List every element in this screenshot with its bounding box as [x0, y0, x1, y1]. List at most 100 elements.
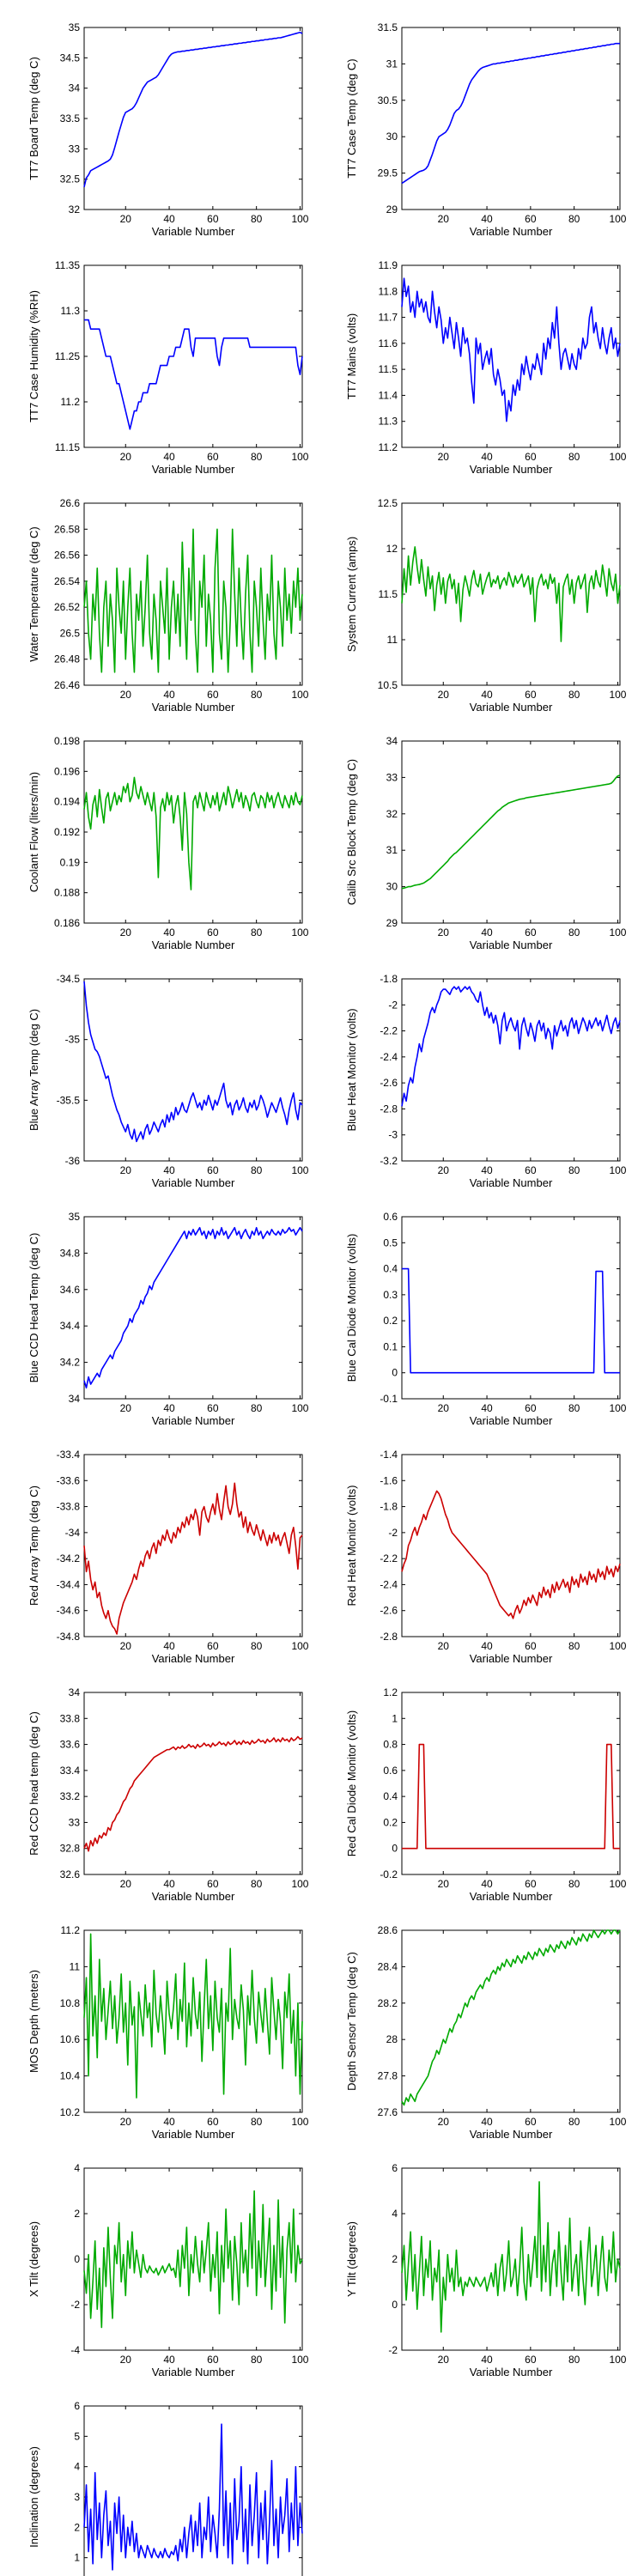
y-tick-label: 6 [392, 2162, 398, 2174]
x-tick-label: 80 [251, 1402, 263, 1414]
x-tick-label: 40 [481, 451, 493, 463]
y-tick-label: 34.6 [60, 1284, 81, 1296]
x-tick-label: 80 [251, 1640, 263, 1652]
x-axis-label: Variable Number [152, 2366, 235, 2379]
y-tick-label: -2.4 [380, 1051, 398, 1063]
y-tick-label: 10.8 [60, 1997, 81, 2009]
y-tick-label: 29.5 [378, 167, 398, 179]
y-axis-label: Y Tilt (degrees) [345, 2221, 358, 2297]
y-tick-label: -34.4 [57, 1578, 81, 1590]
x-tick-label: 20 [120, 213, 132, 225]
y-tick-label: 30 [386, 131, 398, 143]
y-tick-label: -33.4 [57, 1449, 81, 1461]
y-tick-label: -34.6 [57, 1605, 81, 1617]
x-axis-label: Variable Number [470, 225, 553, 238]
y-axis-label: Red Heat Monitor (volts) [345, 1485, 358, 1607]
y-axis-label: Red Cal Diode Monitor (volts) [345, 1710, 358, 1857]
y-tick-label: 12.5 [378, 497, 398, 509]
x-axis-label: Variable Number [470, 1652, 553, 1665]
y-tick-label: -4 [70, 2344, 80, 2356]
series-line [401, 1490, 621, 1619]
chart-panel: 20 40 60 80 100 11.2 11.3 11.4 11.5 11.6 11.7 11.8 1… [345, 259, 627, 476]
x-tick-label: 20 [438, 451, 450, 463]
x-tick-label: 100 [609, 1164, 626, 1176]
x-tick-label: 60 [207, 927, 219, 939]
x-tick-label: 100 [291, 689, 308, 701]
y-tick-label: 12 [386, 543, 398, 555]
x-axis-label: Variable Number [470, 1176, 553, 1189]
y-tick-label: 4 [74, 2461, 80, 2473]
x-tick-label: 80 [568, 451, 580, 463]
x-tick-label: 20 [438, 927, 450, 939]
x-tick-label: 20 [120, 927, 132, 939]
y-tick-label: -1.8 [380, 1501, 398, 1513]
y-axis-label: Blue Heat Monitor (volts) [345, 1008, 358, 1131]
x-tick-label: 40 [163, 2354, 175, 2366]
x-tick-label: 100 [291, 1164, 308, 1176]
x-tick-label: 40 [163, 1402, 175, 1414]
x-tick-label: 100 [291, 1878, 308, 1890]
y-tick-label: 33.2 [60, 1790, 81, 1802]
y-tick-label: 26.6 [60, 497, 81, 509]
y-tick-label: 11.8 [379, 285, 398, 297]
x-tick-label: 60 [207, 1878, 219, 1890]
y-tick-label: -36 [65, 1155, 81, 1167]
chart-panel: 20 40 60 80 100 0.186 0.188 0.19 0.192 0.194 0.196… [27, 735, 309, 951]
y-tick-label: 33.4 [60, 1765, 81, 1777]
y-axis-label: Depth Sensor Temp (deg C) [345, 1952, 358, 2091]
series-line [83, 776, 303, 890]
x-tick-label: 60 [525, 213, 537, 225]
y-tick-label: 10.2 [60, 2106, 81, 2118]
y-tick-label: 33.5 [60, 112, 81, 125]
y-tick-label: 11.7 [379, 312, 398, 324]
y-axis-label: Blue Array Temp (deg C) [27, 1009, 40, 1131]
series-line [402, 1267, 620, 1374]
y-axis-label: Water Temperature (deg C) [27, 526, 40, 662]
x-tick-label: 20 [120, 1878, 132, 1890]
y-tick-label: 11.35 [55, 259, 80, 271]
y-tick-label: 34.2 [60, 1357, 81, 1369]
plot-area [401, 1216, 621, 1400]
y-tick-label: -3 [388, 1129, 398, 1141]
y-tick-label: -2.2 [380, 1025, 398, 1037]
x-tick-label: 40 [481, 1640, 493, 1652]
x-axis-label: Variable Number [470, 463, 553, 476]
x-tick-label: 100 [609, 1402, 626, 1414]
chart-panel: 20 40 60 80 100 32.6 32.8 33 33.2 33.4 33.6 33.8 34 V… [27, 1686, 309, 1903]
x-tick-label: 80 [568, 927, 580, 939]
y-tick-label: 27.8 [378, 2070, 398, 2082]
y-tick-label: 0.198 [54, 735, 80, 747]
y-axis-label: MOS Depth (meters) [27, 1970, 40, 2073]
y-tick-label: 31 [386, 844, 398, 856]
y-tick-label: 0.6 [383, 1211, 398, 1223]
y-tick-label: 28.2 [378, 1997, 398, 2009]
y-tick-label: 28.4 [378, 1960, 398, 1972]
y-tick-label: 33 [386, 771, 398, 783]
x-tick-label: 100 [609, 1878, 626, 1890]
y-tick-label: 10.5 [378, 679, 398, 691]
x-tick-label: 100 [609, 1640, 626, 1652]
y-tick-label: 0 [74, 2253, 80, 2265]
y-tick-label: 32.8 [60, 1843, 81, 1855]
series-line [401, 277, 621, 422]
y-tick-label: 6 [74, 2400, 80, 2412]
y-tick-label: 0.19 [60, 856, 81, 868]
y-tick-label: -2.6 [380, 1605, 398, 1617]
chart-panel: 20 40 60 80 100 -2.8 -2.6 -2.4 -2.2 -2 -1.8 -1.6 -1.… [345, 1449, 627, 1665]
y-tick-label: 1 [74, 2552, 80, 2564]
y-tick-label: 0.196 [54, 765, 80, 777]
y-tick-label: 0.4 [383, 1263, 398, 1275]
y-tick-label: 31.5 [378, 21, 398, 33]
y-axis-label: TT7 Case Humidity (%RH) [27, 290, 40, 422]
y-tick-label: 2 [392, 2253, 398, 2265]
y-tick-label: -33.8 [57, 1501, 81, 1513]
x-tick-label: 80 [251, 451, 263, 463]
x-tick-label: 20 [120, 2116, 132, 2128]
x-tick-label: 100 [609, 689, 626, 701]
x-axis-label: Variable Number [470, 1890, 553, 1903]
y-tick-label: -2.8 [380, 1631, 398, 1643]
x-tick-label: 40 [481, 1164, 493, 1176]
x-tick-label: 40 [163, 1878, 175, 1890]
y-tick-label: 32 [386, 808, 398, 820]
